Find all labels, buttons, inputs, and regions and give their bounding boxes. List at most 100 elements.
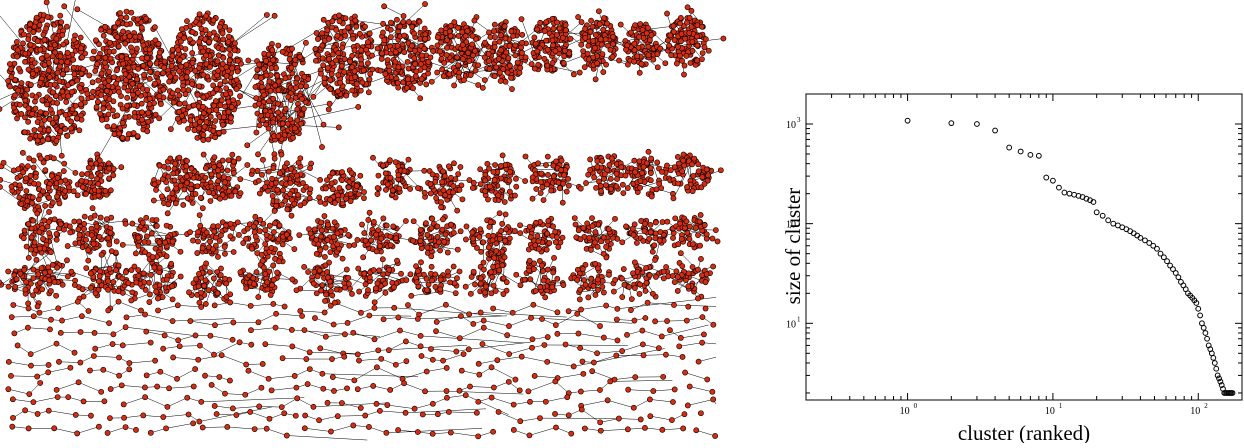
network-edge bbox=[610, 380, 672, 381]
network-node bbox=[542, 29, 547, 34]
network-edge bbox=[82, 316, 109, 323]
network-node bbox=[64, 67, 69, 72]
network-node bbox=[112, 132, 117, 137]
network-node bbox=[195, 229, 200, 234]
network-node bbox=[217, 238, 222, 243]
network-node bbox=[201, 152, 206, 157]
network-edge bbox=[166, 423, 193, 428]
network-edge bbox=[404, 383, 425, 391]
network-node bbox=[318, 177, 323, 182]
network-edge bbox=[283, 358, 307, 359]
network-node bbox=[422, 46, 427, 51]
network-node bbox=[101, 101, 106, 106]
network-node bbox=[446, 164, 451, 169]
network-node bbox=[687, 31, 692, 36]
network-node bbox=[165, 187, 170, 192]
network-node bbox=[231, 98, 236, 103]
network-node bbox=[45, 155, 50, 160]
network-node bbox=[422, 168, 427, 173]
network-node bbox=[562, 173, 567, 178]
network-node bbox=[376, 173, 381, 178]
network-node bbox=[440, 67, 445, 72]
network-node bbox=[603, 37, 608, 42]
network-edge bbox=[119, 302, 142, 311]
network-node bbox=[217, 163, 222, 168]
network-node bbox=[365, 40, 370, 45]
network-node bbox=[190, 50, 195, 55]
network-node bbox=[216, 173, 221, 178]
network-node bbox=[679, 31, 684, 36]
network-node bbox=[101, 33, 106, 38]
network-edge bbox=[359, 359, 381, 361]
network-node bbox=[397, 24, 402, 29]
network-node bbox=[177, 93, 182, 98]
network-node bbox=[52, 217, 57, 222]
network-node bbox=[111, 75, 116, 80]
network-node bbox=[533, 41, 538, 46]
network-node bbox=[25, 87, 30, 92]
network-node bbox=[131, 130, 136, 135]
network-node bbox=[216, 179, 221, 184]
network-node bbox=[579, 42, 584, 47]
network-node bbox=[535, 27, 540, 32]
network-node bbox=[647, 37, 652, 42]
network-node bbox=[163, 240, 168, 245]
network-node bbox=[59, 153, 64, 158]
network-node bbox=[655, 65, 660, 70]
network-node bbox=[120, 120, 125, 125]
network-node bbox=[254, 74, 259, 79]
network-node bbox=[1, 160, 6, 165]
network-node bbox=[127, 34, 132, 39]
network-node bbox=[553, 159, 558, 164]
network-node bbox=[375, 46, 380, 51]
network-node bbox=[337, 13, 342, 18]
network-edge bbox=[685, 373, 707, 380]
network-node bbox=[599, 42, 604, 47]
network-node bbox=[283, 176, 288, 181]
network-node bbox=[115, 20, 120, 25]
network-node bbox=[265, 113, 270, 118]
network-node bbox=[201, 132, 206, 137]
network-node bbox=[298, 84, 303, 89]
network-node bbox=[65, 59, 70, 64]
network-node bbox=[517, 70, 522, 75]
network-node bbox=[538, 179, 543, 184]
network-node bbox=[172, 178, 177, 183]
network-node bbox=[119, 165, 124, 170]
network-node bbox=[679, 58, 684, 63]
network-node bbox=[287, 57, 292, 62]
network-node bbox=[473, 68, 478, 73]
network-node bbox=[491, 29, 496, 34]
network-node bbox=[148, 69, 153, 74]
network-node bbox=[323, 201, 328, 206]
network-node bbox=[492, 44, 497, 49]
network-edge bbox=[129, 361, 155, 363]
network-node bbox=[261, 66, 266, 71]
network-node bbox=[145, 87, 150, 92]
network-node bbox=[177, 57, 182, 62]
network-node bbox=[328, 77, 333, 82]
network-node bbox=[439, 179, 444, 184]
network-node bbox=[598, 37, 603, 42]
network-node bbox=[75, 78, 80, 83]
network-node bbox=[277, 171, 282, 176]
network-node bbox=[95, 55, 100, 60]
network-node bbox=[144, 55, 149, 60]
network-node bbox=[424, 82, 429, 87]
network-node bbox=[435, 70, 440, 75]
network-node bbox=[183, 92, 188, 97]
network-edge bbox=[608, 400, 634, 407]
network-node bbox=[540, 185, 545, 190]
network-node bbox=[201, 111, 206, 116]
network-edge bbox=[305, 428, 331, 431]
network-node bbox=[544, 38, 549, 43]
network-node bbox=[261, 92, 266, 97]
network-node bbox=[32, 127, 37, 132]
network-node bbox=[218, 233, 223, 238]
network-node bbox=[663, 61, 668, 66]
network-node bbox=[203, 53, 208, 58]
network-node bbox=[94, 176, 99, 181]
network-node bbox=[639, 170, 644, 175]
network-node bbox=[678, 39, 683, 44]
network-node bbox=[139, 101, 144, 106]
